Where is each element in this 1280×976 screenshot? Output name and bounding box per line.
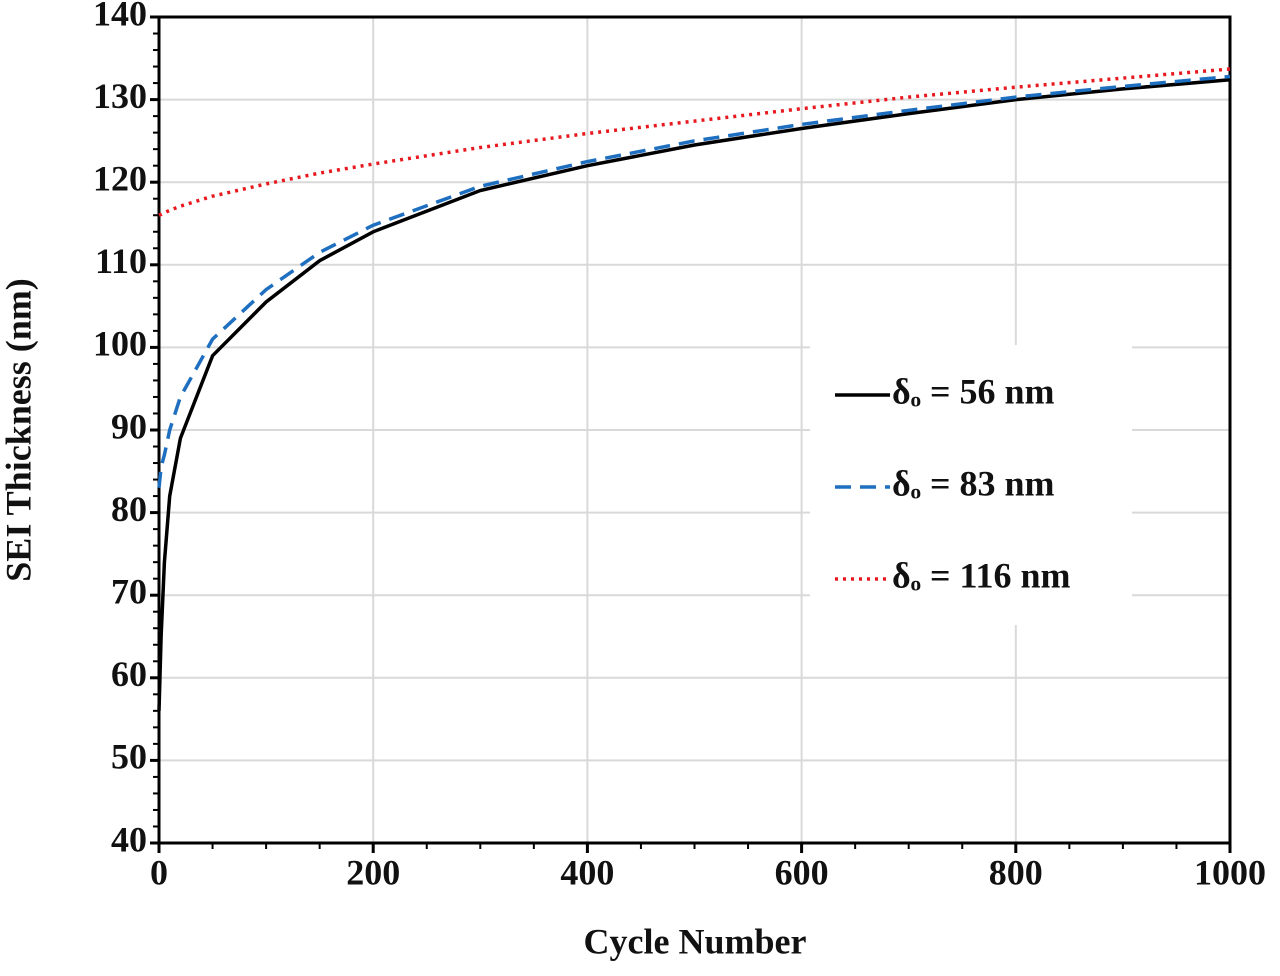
y-tick-label: 70 [111, 571, 147, 611]
series-line [158, 67, 1231, 217]
y-axis-title: SEI Thickness (nm) [0, 278, 38, 581]
x-tick-label: 200 [346, 852, 400, 892]
y-tick-label: 120 [93, 158, 147, 198]
x-tick-label: 600 [775, 852, 829, 892]
x-tick-label: 1000 [1194, 852, 1266, 892]
y-tick-label: 100 [93, 324, 147, 364]
x-axis-title: Cycle Number [584, 921, 807, 961]
series-line [157, 74, 1231, 488]
series-line [157, 78, 1231, 711]
y-tick-label: 130 [93, 76, 147, 116]
plot-frame [157, 15, 1232, 845]
legend-box [810, 345, 1132, 625]
y-tick-label: 50 [111, 737, 147, 777]
legend-label: δₒ = 56 nm [892, 371, 1055, 411]
y-tick-label: 140 [93, 0, 147, 33]
x-tick-label: 0 [150, 852, 168, 892]
y-tick-label: 110 [95, 241, 147, 281]
y-tick-label: 90 [111, 406, 147, 446]
legend-label: δₒ = 83 nm [892, 463, 1055, 503]
y-tick-label: 80 [111, 489, 147, 529]
x-tick-label: 800 [989, 852, 1043, 892]
y-tick-label: 40 [111, 819, 147, 859]
legend-label: δₒ = 116 nm [892, 555, 1071, 595]
x-tick-label: 400 [560, 852, 614, 892]
y-tick-label: 60 [111, 654, 147, 694]
